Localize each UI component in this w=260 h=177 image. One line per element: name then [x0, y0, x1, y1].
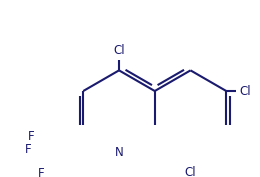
FancyBboxPatch shape [113, 147, 125, 159]
Text: F: F [28, 130, 34, 143]
Text: F: F [25, 143, 31, 156]
Text: Cl: Cl [185, 166, 196, 177]
Text: Cl: Cl [113, 44, 125, 57]
Text: N: N [115, 146, 123, 159]
Text: F: F [38, 167, 45, 177]
Text: Cl: Cl [239, 84, 251, 98]
